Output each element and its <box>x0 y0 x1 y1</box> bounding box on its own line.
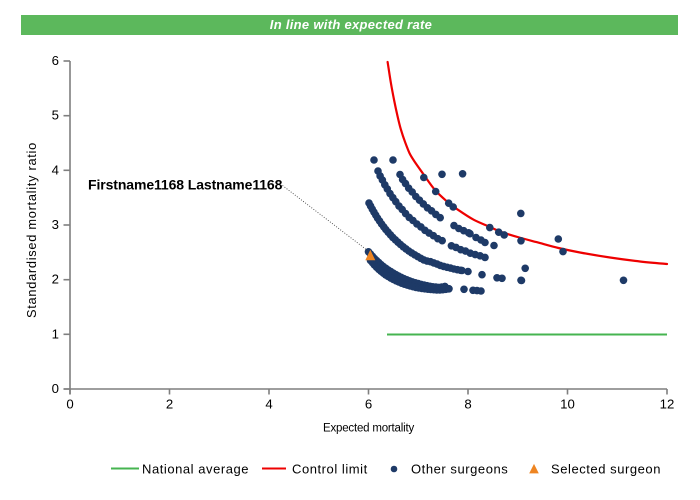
svg-text:10: 10 <box>560 397 575 412</box>
svg-text:6: 6 <box>365 397 372 412</box>
svg-text:Other surgeons: Other surgeons <box>411 462 508 477</box>
svg-text:Standardised mortality ratio: Standardised mortality ratio <box>24 142 39 318</box>
svg-text:1: 1 <box>52 326 59 341</box>
svg-text:0: 0 <box>66 397 73 412</box>
svg-text:8: 8 <box>464 397 471 412</box>
svg-text:2: 2 <box>166 397 173 412</box>
svg-text:3: 3 <box>52 217 59 232</box>
svg-text:National average: National average <box>142 462 249 477</box>
svg-text:4: 4 <box>52 162 59 177</box>
svg-text:Expected mortality: Expected mortality <box>323 423 414 435</box>
svg-text:Selected surgeon: Selected surgeon <box>551 462 661 477</box>
svg-text:Control limit: Control limit <box>292 462 368 477</box>
svg-text:Firstname1168 Lastname1168: Firstname1168 Lastname1168 <box>88 177 283 193</box>
svg-text:4: 4 <box>265 397 272 412</box>
svg-text:2: 2 <box>52 272 59 287</box>
svg-text:0: 0 <box>52 381 59 396</box>
svg-text:12: 12 <box>660 397 675 412</box>
svg-text:6: 6 <box>52 53 59 68</box>
svg-text:5: 5 <box>52 108 59 123</box>
